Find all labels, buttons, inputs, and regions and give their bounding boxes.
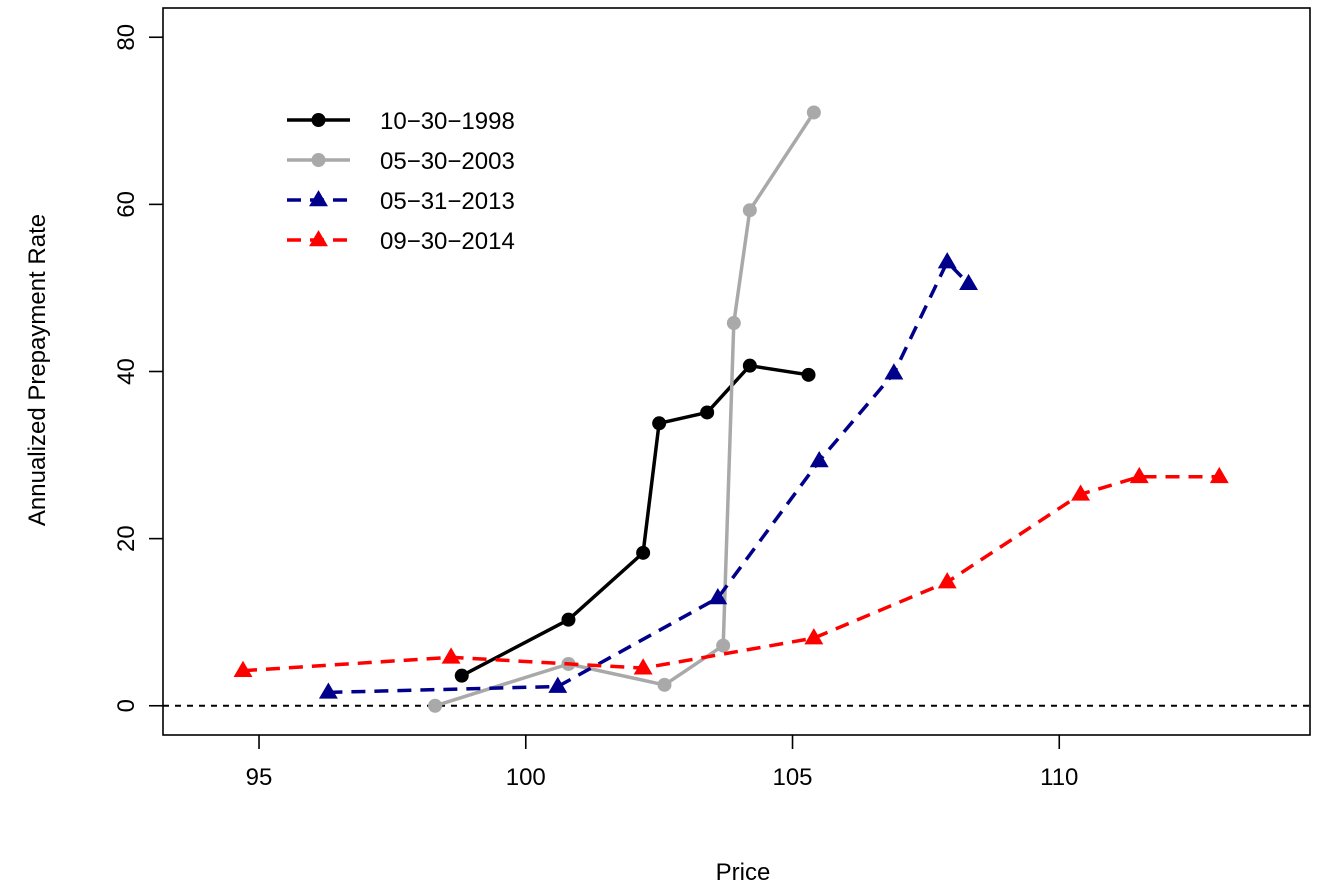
data-point bbox=[809, 451, 829, 468]
data-point bbox=[937, 572, 957, 589]
plot-frame bbox=[162, 7, 1311, 736]
legend-label: 05−31−2013 bbox=[380, 188, 515, 215]
data-point bbox=[1071, 484, 1091, 501]
legend-label: 09−30−2014 bbox=[380, 228, 515, 255]
data-point bbox=[233, 660, 253, 677]
x-tick-label: 105 bbox=[772, 764, 812, 791]
legend: 10−30−1998 05−30−2003 05−31−2013 09−30−2014 bbox=[287, 108, 515, 255]
data-point bbox=[806, 105, 821, 120]
data-point bbox=[708, 588, 728, 605]
data-point bbox=[742, 358, 757, 373]
data-point bbox=[657, 677, 672, 692]
x-axis-label: Price bbox=[716, 859, 771, 886]
legend-entry: 05−31−2013 bbox=[287, 188, 515, 215]
data-point bbox=[716, 638, 731, 653]
data-point bbox=[959, 273, 979, 291]
x-tick-label: 100 bbox=[506, 764, 546, 791]
series-3 bbox=[318, 252, 979, 699]
axes-layer: 95 100 105 110 0 20 40 60 80 bbox=[113, 7, 1311, 791]
series-line bbox=[460, 363, 809, 678]
series-4 bbox=[233, 466, 1229, 677]
data-point bbox=[548, 676, 568, 693]
data-point bbox=[1209, 466, 1229, 484]
data-point bbox=[742, 203, 757, 218]
legend-marker bbox=[311, 153, 326, 167]
data-point bbox=[428, 698, 443, 713]
y-tick-label: 0 bbox=[113, 699, 140, 712]
data-point bbox=[454, 668, 469, 683]
data-point bbox=[726, 316, 741, 331]
y-tick-label: 20 bbox=[113, 525, 140, 552]
legend-entry: 05−30−2003 bbox=[287, 148, 515, 175]
data-point bbox=[1129, 466, 1149, 484]
data-point bbox=[561, 612, 576, 627]
legend-label: 10−30−1998 bbox=[380, 108, 515, 135]
y-tick-label: 40 bbox=[113, 358, 140, 385]
data-point bbox=[700, 405, 715, 420]
x-tick-label: 110 bbox=[1040, 764, 1078, 791]
legend-marker bbox=[311, 113, 326, 127]
series-line bbox=[328, 260, 970, 695]
legend-marker bbox=[309, 190, 328, 207]
data-point bbox=[441, 647, 461, 664]
data-point bbox=[652, 416, 667, 431]
legend-entry: 10−30−1998 bbox=[287, 108, 515, 135]
legend-entry: 09−30−2014 bbox=[287, 228, 515, 255]
data-point bbox=[884, 363, 904, 380]
data-point bbox=[636, 545, 651, 560]
plot-layer bbox=[163, 105, 1310, 713]
data-point bbox=[937, 252, 957, 269]
data-point bbox=[801, 367, 816, 382]
data-point bbox=[633, 658, 653, 675]
series-1 bbox=[454, 358, 816, 683]
y-tick-label: 60 bbox=[113, 191, 140, 218]
x-tick-label: 95 bbox=[246, 764, 273, 791]
y-axis-label: Annualized Prepayment Rate bbox=[24, 214, 51, 526]
series-line bbox=[242, 475, 1220, 673]
data-point bbox=[318, 682, 338, 699]
data-point bbox=[804, 628, 824, 645]
legend-label: 05−30−2003 bbox=[380, 148, 515, 175]
y-tick-label: 80 bbox=[113, 24, 140, 51]
legend-marker bbox=[309, 230, 328, 247]
